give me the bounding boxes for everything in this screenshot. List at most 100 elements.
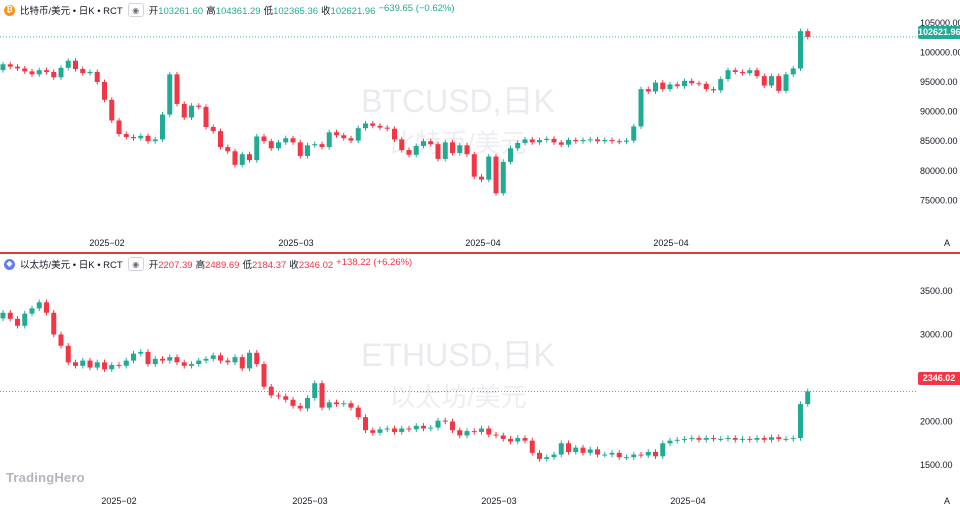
candle[interactable] [232,148,238,168]
candle[interactable] [645,86,651,95]
candle[interactable] [326,399,332,411]
candle[interactable] [225,144,231,154]
candle[interactable] [7,309,13,322]
candle[interactable] [689,78,695,86]
candle[interactable] [94,359,100,371]
candle[interactable] [616,138,622,145]
candle[interactable] [80,66,86,76]
candle[interactable] [747,67,753,76]
eth-auto-scale-button[interactable]: A [943,496,950,506]
candle[interactable] [290,135,296,145]
candle[interactable] [392,425,397,435]
candle[interactable] [653,80,658,95]
candle[interactable] [435,141,441,162]
candle[interactable] [493,154,499,196]
candle[interactable] [370,120,376,129]
candle[interactable] [573,444,579,455]
candle[interactable] [254,133,260,163]
candle[interactable] [138,349,144,357]
btc-symbol-title[interactable]: 比特币/美元 • 日K • RCT [20,6,123,17]
eth-symbol-title[interactable]: 以太坊/美元 • 日K • RCT [20,260,123,271]
candle[interactable] [181,101,187,121]
candle[interactable] [776,73,782,94]
candle[interactable] [638,451,644,459]
candle[interactable] [508,436,513,445]
candle[interactable] [109,362,115,373]
candle[interactable] [341,132,347,141]
candle[interactable] [413,143,419,158]
candle[interactable] [674,81,680,89]
candle[interactable] [696,80,702,87]
candle[interactable] [181,359,187,369]
candle[interactable] [450,418,455,433]
candle[interactable] [145,349,151,367]
candle[interactable] [457,142,463,156]
candle[interactable] [363,120,368,131]
candle[interactable] [334,129,339,138]
candle[interactable] [725,67,731,82]
candle[interactable] [653,449,658,460]
candle[interactable] [798,28,803,71]
candle[interactable] [761,73,767,89]
candle[interactable] [544,454,550,462]
candle[interactable] [645,449,651,459]
candle[interactable] [58,331,64,349]
candle[interactable] [428,138,434,147]
candle[interactable] [0,309,6,322]
candle[interactable] [587,136,593,143]
candle[interactable] [537,137,542,145]
candle[interactable] [319,380,325,411]
candle[interactable] [152,356,158,367]
candle[interactable] [384,125,390,132]
eye-icon[interactable]: ◉ [127,3,144,17]
candle[interactable] [51,69,57,80]
candle[interactable] [500,159,506,196]
candle[interactable] [65,343,71,366]
candle[interactable] [421,423,426,432]
candle[interactable] [239,354,245,372]
candle[interactable] [558,440,564,458]
candle[interactable] [740,69,745,76]
candle[interactable] [703,81,709,92]
candle[interactable] [7,61,13,70]
candle[interactable] [682,78,687,89]
candle[interactable] [696,435,702,443]
candle[interactable] [566,440,571,455]
candle[interactable] [247,350,252,372]
candle[interactable] [732,435,738,443]
candle[interactable] [305,395,310,412]
candle[interactable] [80,357,86,369]
candle[interactable] [116,117,122,137]
candle[interactable] [406,147,412,158]
candle[interactable] [123,131,129,140]
candle[interactable] [624,138,629,145]
candle[interactable] [36,67,42,77]
candle[interactable] [718,76,724,93]
candle[interactable] [102,359,107,373]
candle[interactable] [73,359,78,369]
candle[interactable] [58,65,64,80]
candle[interactable] [22,65,28,74]
candle[interactable] [247,151,252,163]
candle[interactable] [297,139,303,159]
candle[interactable] [29,68,35,77]
eye-icon[interactable]: ◉ [127,257,144,271]
candle[interactable] [406,425,412,433]
candle[interactable] [348,400,354,411]
candle[interactable] [36,299,42,312]
candle[interactable] [167,71,173,118]
candle[interactable] [464,428,470,439]
candle[interactable] [283,393,289,403]
candle[interactable] [551,451,557,460]
candle[interactable] [595,136,600,144]
candle[interactable] [783,71,789,94]
candle[interactable] [116,362,122,369]
candle[interactable] [312,141,318,148]
candle[interactable] [682,436,687,443]
candle[interactable] [421,138,426,149]
candle[interactable] [51,309,57,338]
candle[interactable] [261,133,267,144]
candle[interactable] [508,145,513,165]
candle[interactable] [515,140,521,151]
candle[interactable] [718,436,724,442]
